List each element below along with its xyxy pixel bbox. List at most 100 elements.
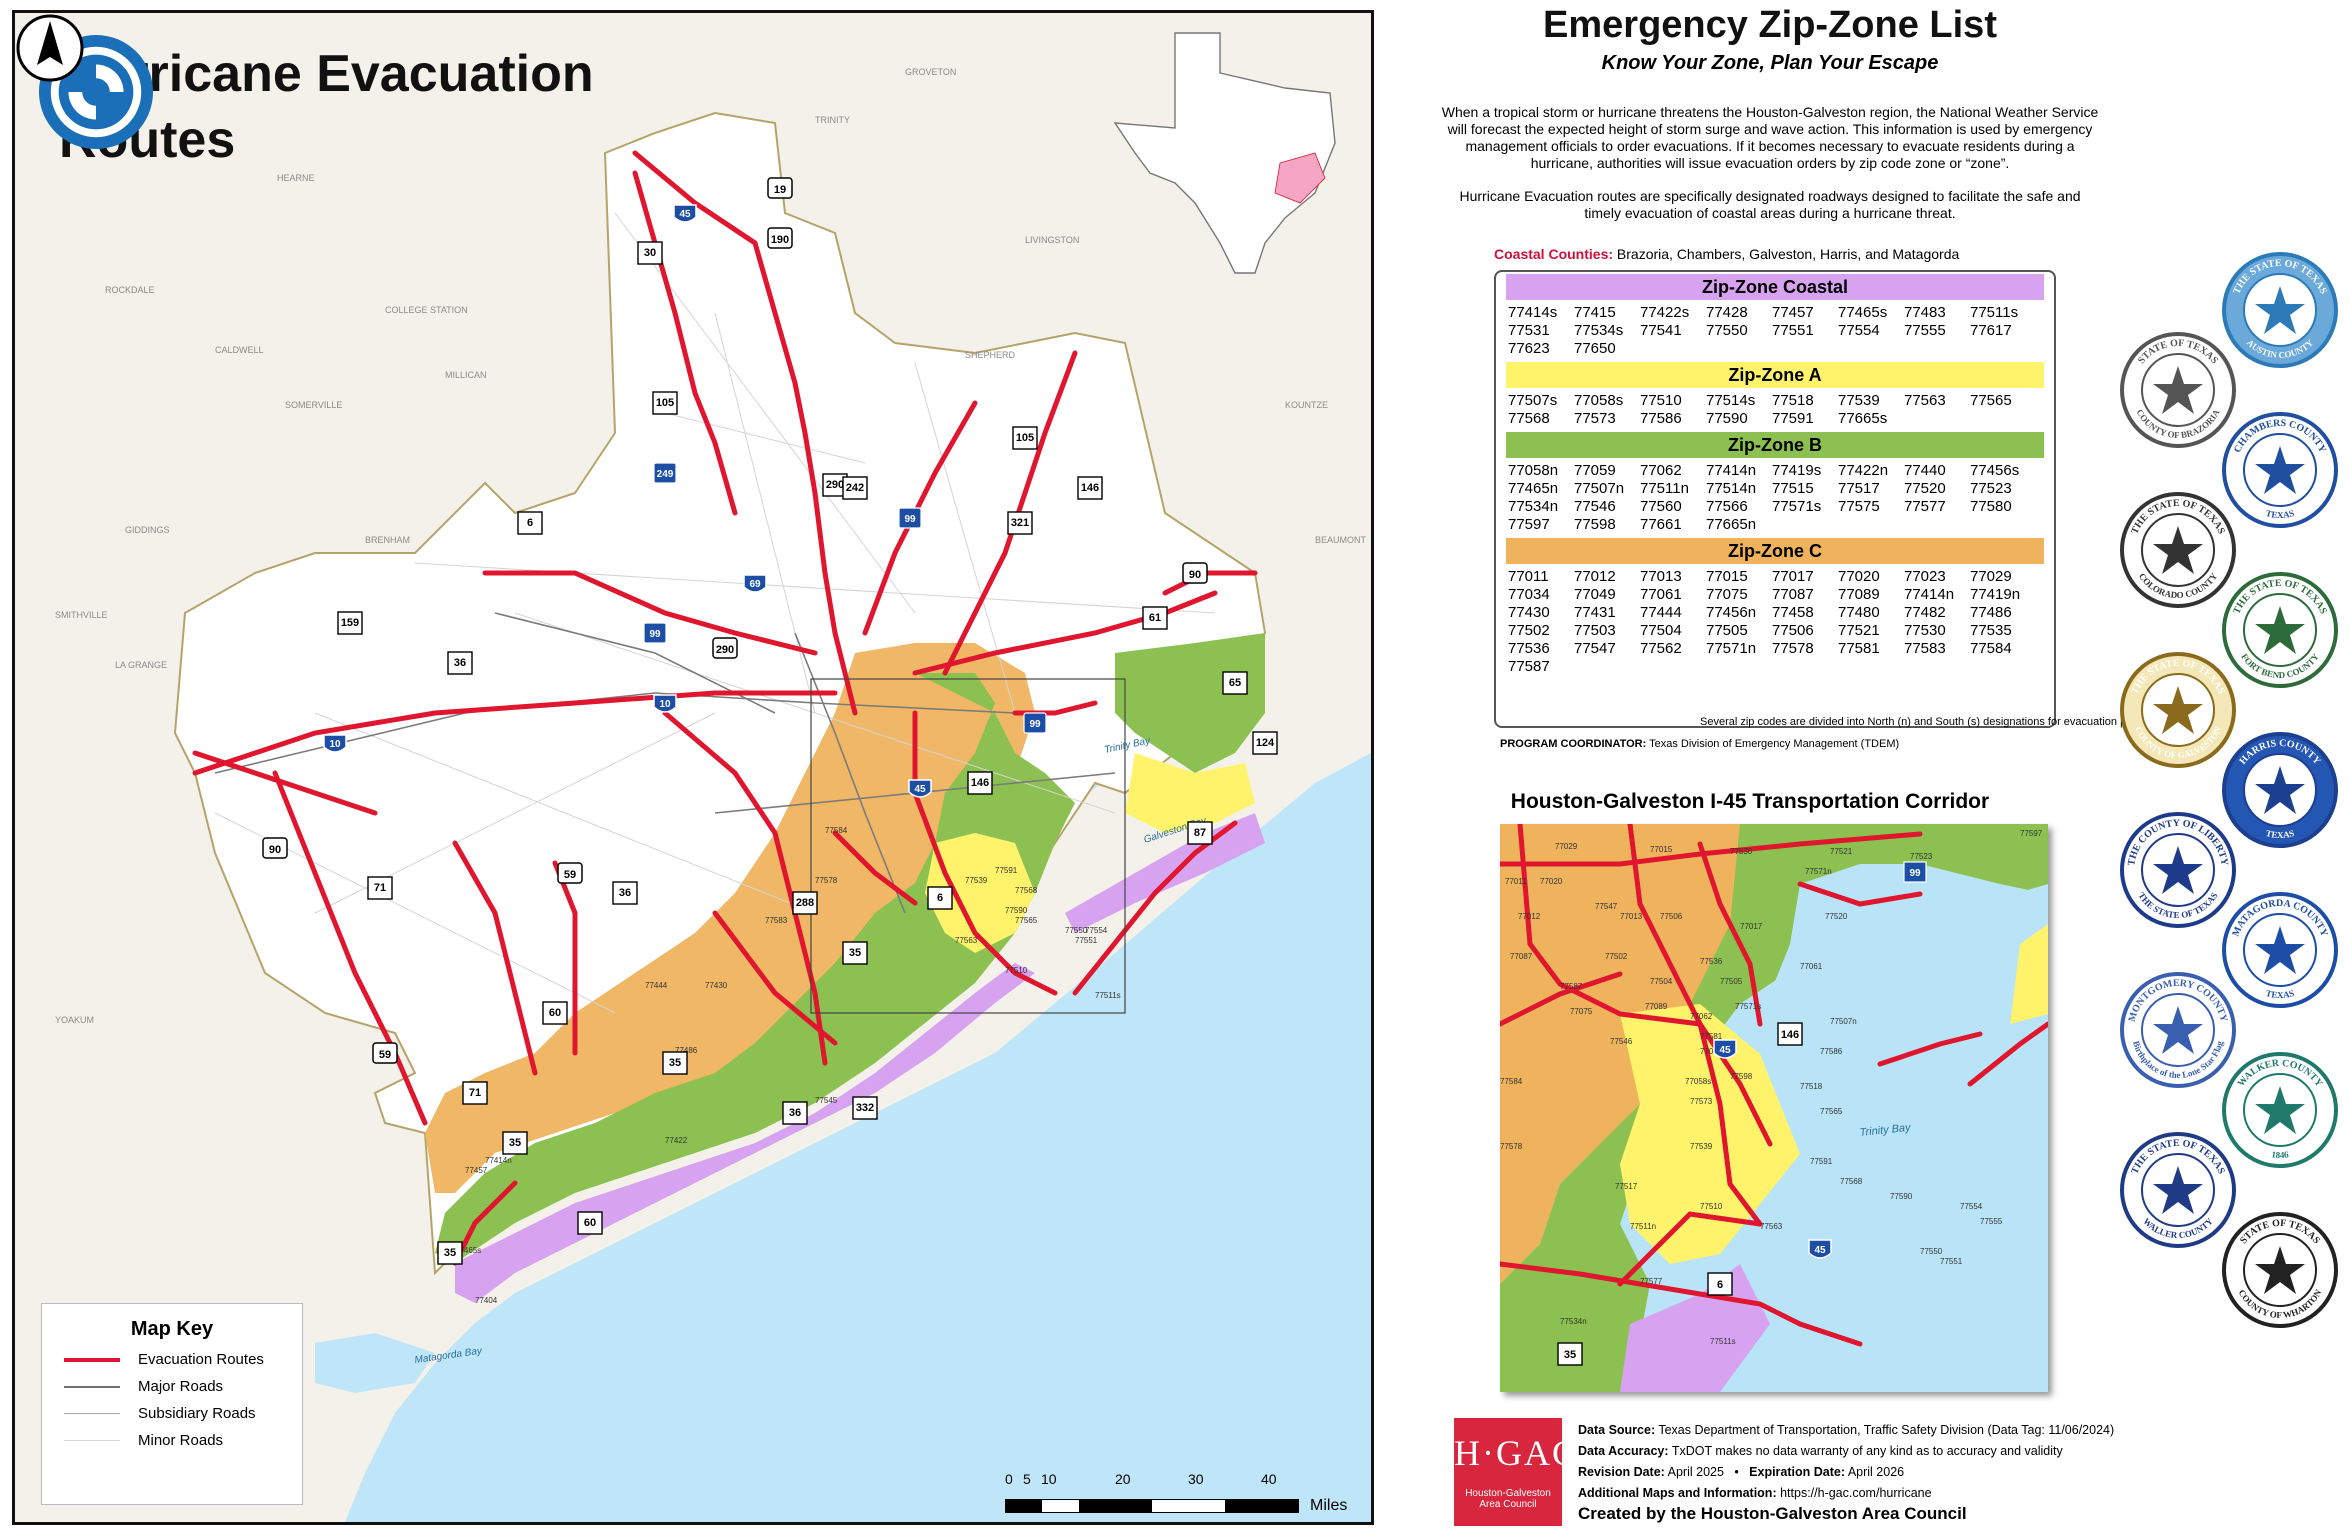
place-label: TRINITY (815, 115, 850, 125)
intro-text: When a tropical storm or hurricane threa… (1440, 104, 2100, 222)
inset-zip-label: 77502 (1605, 952, 1628, 961)
zone-b-region (435, 673, 1075, 1263)
zone-zip-code: 77650 (1574, 340, 1616, 357)
svg-text:61: 61 (1149, 612, 1161, 624)
inset-zip-label: 77536 (1700, 957, 1723, 966)
zip-label: 77568 (1015, 886, 1038, 895)
highway-shield: 99 (643, 622, 667, 644)
highway-shield: 35 (662, 1051, 688, 1075)
zone-zip-code: 77415 (1574, 304, 1616, 321)
highway-shield: 45 (908, 779, 932, 798)
zone-zip-code: 77590 (1706, 410, 1748, 427)
highway-shield: 10 (323, 734, 347, 753)
intro-paragraph-2: Hurricane Evacuation routes are specific… (1459, 188, 2081, 221)
inset-zip-label: 77058s (1685, 1077, 1711, 1086)
inset-zone-a-east (2010, 924, 2048, 1024)
inset-zone-a (1620, 1004, 1800, 1264)
zone-zip-code: 77058n (1508, 462, 1559, 479)
inset-zip-label: 77012 (1518, 912, 1541, 921)
zone-zip-code: 77422s (1640, 304, 1690, 321)
zone-zip-grid: 77507s 77058s 77510 77514s 77518 77539 77563 77… (1508, 392, 2054, 428)
zip-label: 77430 (705, 981, 728, 990)
zone-zip-code: 77011 (1508, 568, 1549, 585)
zone-zip-code: 77581 (1838, 640, 1880, 657)
svg-text:59: 59 (564, 869, 576, 881)
highway-shield: 146 (967, 771, 993, 795)
inset-canvas[interactable]: 77597 77029 77015 77530 77521 77523 77011 77020… (1500, 824, 2048, 1392)
zone-zip-code: 77566 (1706, 498, 1748, 515)
zip-label: 77422 (665, 1136, 688, 1145)
svg-text:TEXAS: TEXAS (2265, 828, 2296, 840)
zone-a-east (1125, 753, 1255, 833)
more-info-link[interactable]: https://h-gac.com/hurricane (1780, 1486, 1932, 1500)
highway-shield: 249 (653, 462, 677, 484)
inset-evacuation-routes (1500, 824, 2048, 1347)
coastal-counties: Coastal Counties: Brazoria, Chambers, Ga… (1494, 246, 1959, 262)
zone-zip-code: 77571s (1772, 498, 1822, 515)
inset-zip-label: 77075 (1570, 1007, 1593, 1016)
place-label: LIVINGSTON (1025, 235, 1079, 245)
coastal-counties-value: Brazoria, Chambers, Galveston, Harris, a… (1616, 246, 1960, 262)
place-label: YOAKUM (55, 1015, 94, 1025)
svg-text:10: 10 (329, 739, 341, 750)
svg-text:146: 146 (1781, 1029, 1799, 1041)
zone-c-region (425, 643, 1035, 1193)
zone-zip-code: 77506 (1772, 622, 1814, 639)
zone-zip-code: 77530 (1904, 622, 1946, 639)
zone-zip-code: 77419n (1970, 586, 2021, 603)
county-seals: THE STATE OF TEXAS AUSTIN COUNTY STATE OF … (2110, 250, 2350, 1450)
map-metadata: Data Source: Texas Department of Transpo… (1578, 1420, 2114, 1504)
zone-zip-code: 77457 (1772, 304, 1814, 321)
svg-text:6: 6 (937, 892, 943, 904)
highway-shield: 35 (437, 1241, 463, 1265)
svg-text:19: 19 (774, 184, 786, 196)
zone-zip-code: 77482 (1904, 604, 1946, 621)
highway-shield: 61 (1142, 606, 1168, 630)
svg-text:146: 146 (971, 777, 989, 789)
zone-zip-code: 77563 (1904, 392, 1946, 409)
zone-zip-code: 77422n (1838, 462, 1889, 479)
zone-heading: Zip-Zone C (1506, 538, 2044, 564)
zone-zip-code: 77017 (1772, 568, 1814, 585)
zone-zip-code: 77551 (1772, 322, 1814, 339)
inset-highway-shield: 6 (1707, 1272, 1733, 1296)
zip-label: 77510 (1005, 966, 1028, 975)
zone-zip-code: 77034 (1508, 586, 1550, 603)
zone-zip-code: 77444 (1640, 604, 1682, 621)
zone-zip-code: 77059 (1574, 462, 1616, 479)
inset-zip-label: 77521 (1830, 847, 1853, 856)
highway-shield: 290 (712, 637, 738, 659)
corridor-inset-map[interactable]: 77597 77029 77015 77530 77521 77523 77011 77020… (1500, 824, 2048, 1392)
zip-label: 77444 (645, 981, 668, 990)
zone-zip-code: 77087 (1772, 586, 1814, 603)
zone-zip-grid: 77414s 77415 77422s 77428 77457 77465s 77483 77… (1508, 304, 2054, 358)
zip-label: 77550 (1065, 926, 1088, 935)
zone-zip-code: 77550 (1706, 322, 1748, 339)
svg-text:45: 45 (914, 784, 926, 795)
inset-zip-label: 77563 (1760, 1222, 1783, 1231)
zone-zip-code: 77504 (1640, 622, 1682, 639)
zip-label: 77583 (765, 916, 788, 925)
map-title-block: Hurricane Evacuation Routes (37, 33, 594, 173)
svg-text:290: 290 (826, 479, 844, 491)
map-key-swatch (64, 1413, 120, 1414)
zip-label: 77486 (675, 1046, 698, 1055)
inset-highway-shield: 45 (1808, 1239, 1832, 1259)
zone-zip-code: 77505 (1706, 622, 1748, 639)
zone-zip-code: 77520 (1904, 480, 1946, 497)
expiration-value: April 2026 (1847, 1465, 1905, 1479)
inset-zip-label: 77029 (1555, 842, 1578, 851)
map-canvas[interactable]: GROVETON TRINITY HEARNE LIVINGSTON ROCKDALE C… (15, 13, 1371, 1522)
inset-zip-label: 77551 (1940, 1257, 1963, 1266)
svg-text:60: 60 (549, 1007, 561, 1019)
map-key-swatch (64, 1357, 120, 1362)
svg-text:99: 99 (649, 629, 661, 640)
inset-zip-label: 77568 (1840, 1177, 1863, 1186)
highway-shield: 242 (842, 476, 868, 500)
zone-zip-code: 77514s (1706, 392, 1756, 409)
evacuation-map[interactable]: GROVETON TRINITY HEARNE LIVINGSTON ROCKDALE C… (12, 10, 1374, 1525)
svg-text:35: 35 (669, 1057, 681, 1069)
